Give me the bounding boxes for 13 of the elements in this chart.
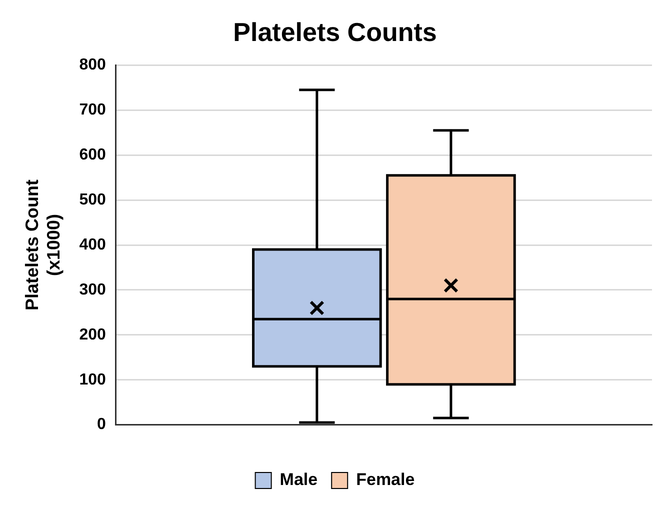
y-tick-label: 600: [79, 146, 106, 164]
y-axis-title: Platelets Count (x1000): [22, 179, 64, 311]
y-tick-label: 800: [79, 56, 106, 74]
y-tick-label: 0: [96, 416, 106, 434]
legend-label: Male: [280, 470, 318, 490]
y-tick-label: 100: [79, 371, 106, 388]
y-tick-label: 200: [79, 326, 106, 344]
chart-title: Platelets Counts: [233, 16, 437, 47]
y-tick-label: 700: [79, 102, 106, 119]
y-tick-label: 300: [79, 281, 106, 298]
y-tick-label: 400: [79, 236, 106, 254]
legend-label: Female: [356, 470, 415, 490]
y-tick-label: 500: [79, 191, 106, 208]
